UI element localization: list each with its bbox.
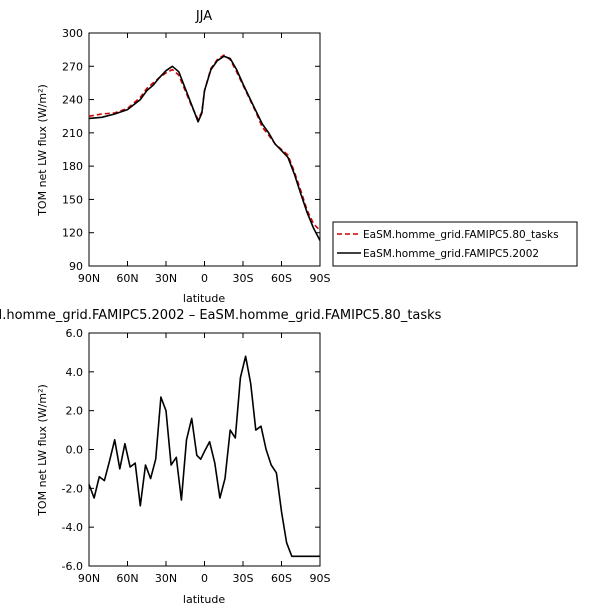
legend-label-1: EaSM.homme_grid.FAMIPC5.2002 [363,248,539,260]
x-tick-label: 90N [78,272,100,285]
y-tick-label: -2.0 [62,482,83,495]
y-tick-label: -6.0 [62,560,83,573]
y-tick-label: 4.0 [66,366,84,379]
x-tick-label: 0 [201,272,208,285]
chart-title: EaSM.homme_grid.FAMIPC5.2002 – EaSM.homm… [0,308,442,323]
series-lines [88,54,321,241]
y-tick-label: 240 [62,94,83,107]
y-axis: -6.0 -4.0 -2.0 0.0 2.0 4.0 6.0 [62,327,320,573]
x-tick-label: 30S [233,572,254,585]
y-tick-label: 6.0 [66,327,84,340]
plot-frame [88,32,321,267]
y-tick-label: 180 [62,160,83,173]
x-axis-label: latitude [183,292,225,305]
x-axis: 90N 60N 30N 0 30S 60S 90S [78,333,331,585]
y-axis-label: TOM net LW flux (W/m²) [36,384,49,517]
x-tick-label: 0 [201,572,208,585]
chart-top: JJA 90 120 150 180 210 240 270 300 90N 60N 30N 0 30… [36,9,578,305]
y-tick-label: 90 [69,260,83,273]
legend-label-0: EaSM.homme_grid.FAMIPC5.80_tasks [363,229,559,241]
chart-title: JJA [195,9,212,24]
y-tick-label: -4.0 [62,521,83,534]
series-line-1 [88,55,321,241]
x-tick-label: 60S [271,572,292,585]
x-tick-label: 60N [116,272,138,285]
series-lines [88,355,320,558]
y-axis: 90 120 150 180 210 240 270 300 [62,27,320,273]
x-tick-label: 90N [78,572,100,585]
series-line-0 [88,355,320,558]
chart-bottom: EaSM.homme_grid.FAMIPC5.2002 – EaSM.homm… [0,308,442,606]
series-line-0 [88,54,321,232]
y-tick-label: 2.0 [66,405,84,418]
legend-box [332,221,578,267]
y-tick-label: 270 [62,60,83,73]
y-axis-label: TOM net LW flux (W/m²) [36,84,49,217]
y-tick-label: 120 [62,227,83,240]
x-tick-label: 90S [310,272,331,285]
y-tick-label: 150 [62,193,83,206]
y-tick-label: 0.0 [66,444,84,457]
legend: EaSM.homme_grid.FAMIPC5.80_tasks EaSM.hom… [332,221,578,267]
x-tick-label: 60S [271,272,292,285]
x-tick-label: 60N [116,572,138,585]
y-tick-label: 210 [62,127,83,140]
x-tick-label: 30N [155,572,177,585]
x-axis-label: latitude [183,593,225,606]
x-tick-label: 30N [155,272,177,285]
y-tick-label: 300 [62,27,83,40]
x-tick-label: 90S [310,572,331,585]
x-tick-label: 30S [233,272,254,285]
x-axis: 90N 60N 30N 0 30S 60S 90S [78,33,331,285]
